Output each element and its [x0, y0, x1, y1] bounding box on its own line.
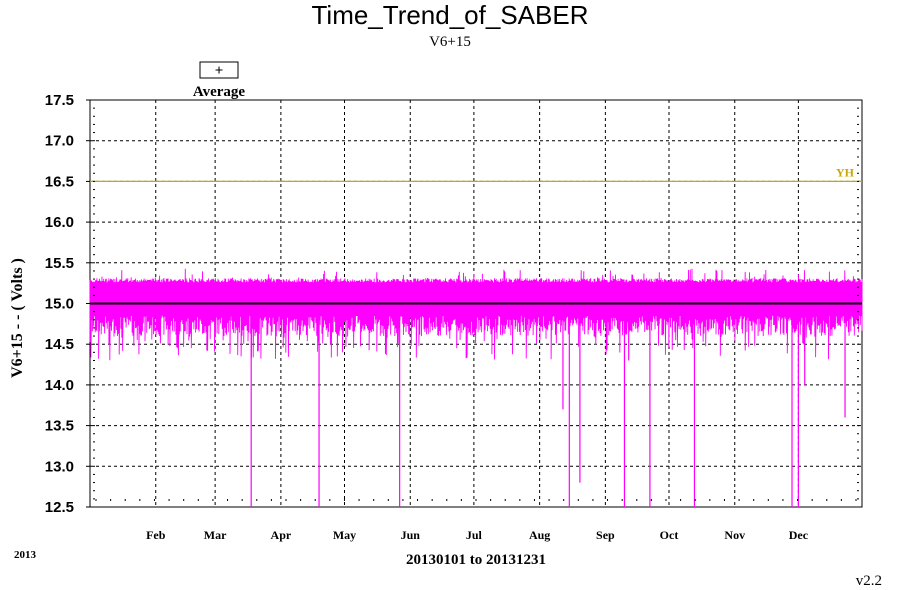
- chart-subtitle: V6+15: [429, 34, 471, 50]
- x-tick-label: Sep: [596, 528, 615, 542]
- version-label: v2.2: [856, 573, 882, 589]
- y-tick-label: 16.0: [45, 214, 74, 231]
- x-tick-label: Feb: [146, 528, 166, 542]
- x-tick-label: Jun: [401, 528, 421, 542]
- legend: + Average: [193, 61, 246, 100]
- x-tick-label: Nov: [724, 528, 745, 542]
- y-tick-label: 17.0: [45, 133, 74, 150]
- y-tick-label: 15.5: [45, 255, 74, 272]
- y-tick-label: 16.5: [45, 173, 74, 190]
- chart-title: Time_Trend_of_SABER: [312, 0, 589, 30]
- limit-label: YH: [836, 165, 855, 179]
- x-axis-label: 20130101 to 20131231: [406, 552, 546, 568]
- y-axis-label: V6+15 - - ( Volts ): [9, 258, 26, 378]
- series-line-average: [89, 268, 863, 361]
- y-tick-label: 14.0: [45, 377, 74, 394]
- x-tick-label: Mar: [204, 528, 227, 542]
- legend-box: [199, 61, 239, 79]
- x-tick-label: May: [333, 528, 356, 542]
- legend-symbol: +: [215, 63, 224, 79]
- x-tick-label: Oct: [660, 528, 679, 542]
- y-tick-label: 17.5: [45, 92, 74, 109]
- data-series: YH: [89, 165, 863, 507]
- x-tick-label: Aug: [529, 528, 550, 542]
- y-tick-label: 12.5: [45, 499, 74, 516]
- year-label: 2013: [14, 549, 37, 561]
- x-tick-label: Apr: [271, 528, 292, 542]
- x-tick-label: Dec: [789, 528, 809, 542]
- axes: 17.5 17.0 16.5 16.0 15.5 15.0 14.5 14.0 13.5 13.0…: [45, 92, 859, 542]
- x-tick-label: Jul: [466, 528, 483, 542]
- y-tick-label: 14.5: [45, 336, 74, 353]
- legend-label: Average: [193, 84, 246, 100]
- y-tick-label: 13.5: [45, 418, 74, 435]
- y-tick-label: 15.0: [45, 296, 74, 313]
- y-tick-label: 13.0: [45, 458, 74, 475]
